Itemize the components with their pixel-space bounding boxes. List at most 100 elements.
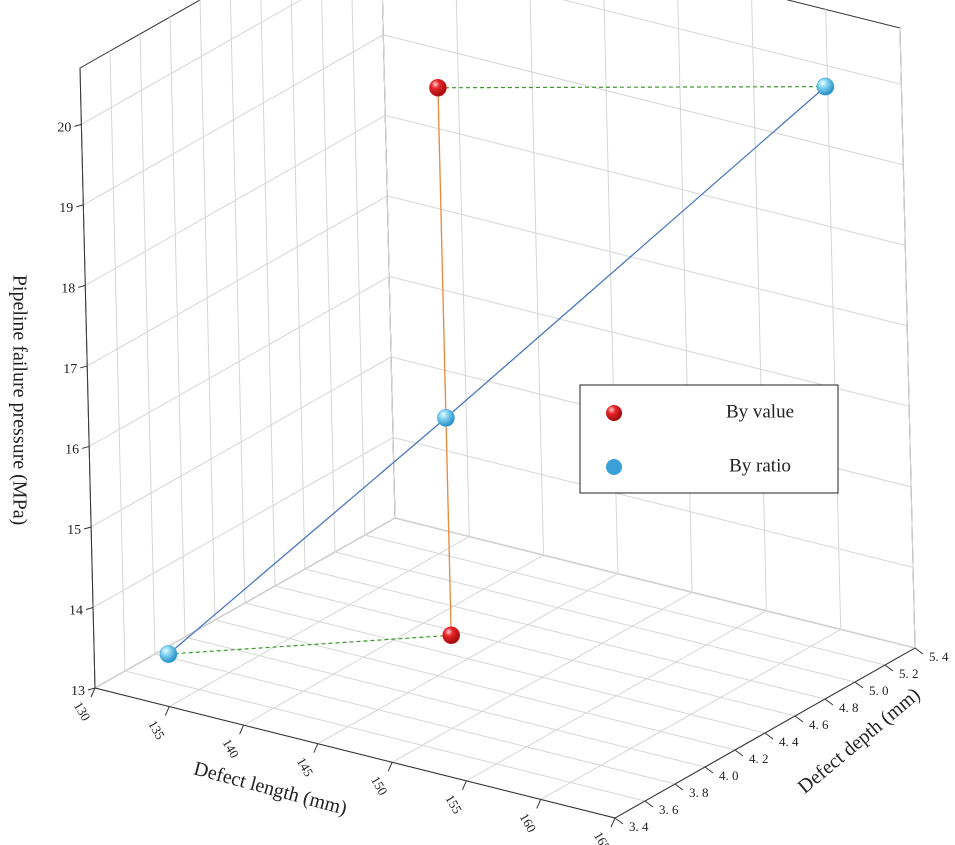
tick-mark: [536, 799, 542, 809]
y-tick-label: 3. 8: [689, 785, 709, 800]
z-tick-label: 19: [59, 201, 73, 216]
y-tick-label: 5. 4: [929, 649, 949, 664]
left-wall: [79, 0, 396, 689]
x-axis-title: Defect length (mm): [191, 758, 349, 820]
grid-line: [184, 636, 706, 768]
series-line: [437, 87, 452, 636]
legend: [579, 384, 839, 494]
x-tick-label: 160: [517, 810, 540, 834]
y-axis-title: Defect depth (mm): [794, 684, 925, 799]
grid-line: [274, 585, 796, 717]
tick-mark: [884, 664, 894, 672]
legend-label: By value: [726, 401, 794, 422]
grid-line: [109, 50, 126, 672]
grid-line: [304, 568, 826, 700]
grid-line: [455, 0, 470, 537]
tick-mark: [90, 687, 96, 698]
x-axis: [94, 687, 616, 819]
point: [429, 78, 447, 97]
grid-line: [351, 0, 366, 536]
x-tick-label: 135: [145, 718, 168, 742]
grid-line: [334, 551, 856, 683]
point: [816, 77, 835, 96]
grid-line: [139, 33, 156, 655]
grid-line: [394, 517, 916, 649]
y-tick-label: 5. 0: [869, 683, 889, 698]
tick-mark: [461, 780, 467, 791]
grid-line: [387, 195, 908, 327]
tick-mark: [614, 817, 624, 825]
x-tick-label: 150: [368, 773, 391, 797]
back-wall: [381, 0, 916, 649]
x-tick-label: 165: [591, 829, 614, 845]
grid-line: [154, 653, 676, 785]
grid-line: [90, 356, 392, 528]
legend-marker: [606, 459, 622, 475]
x-tick-label: 155: [442, 792, 465, 816]
tick-mark: [794, 715, 804, 723]
y-tick-label: 3. 4: [629, 819, 649, 834]
tick-mark: [854, 681, 864, 689]
grid-line: [86, 195, 388, 367]
y-tick-label: 4. 8: [839, 700, 859, 715]
grid-line: [899, 27, 916, 649]
tick-mark: [914, 647, 924, 655]
tick-mark: [764, 732, 774, 740]
connector: [437, 86, 826, 89]
grid-line: [88, 276, 390, 447]
tick-mark: [644, 800, 654, 808]
grid-line: [381, 0, 396, 519]
grid-line: [199, 0, 216, 621]
tick-mark: [74, 123, 82, 127]
tick-mark: [83, 526, 92, 530]
grid-line: [83, 34, 384, 206]
legend-marker: [606, 405, 622, 421]
z-axis-title: Pipeline failure pressure (MPa): [8, 275, 30, 525]
grid-line: [85, 114, 386, 286]
tick-mark: [824, 698, 834, 706]
z-tick-label: 18: [61, 282, 75, 297]
tick-mark: [76, 204, 84, 208]
point: [159, 645, 178, 663]
tick-mark: [164, 706, 170, 716]
grid-line: [260, 0, 276, 587]
grid-line: [169, 16, 186, 638]
marks: [159, 77, 835, 663]
y-tick-label: 4. 0: [719, 768, 739, 783]
legend-label: By ratio: [729, 455, 791, 476]
grid-line: [529, 0, 545, 556]
grid-line: [214, 619, 736, 751]
y-tick-label: 3. 6: [659, 802, 679, 817]
tick-mark: [704, 766, 714, 774]
grid-line: [561, 0, 902, 85]
z-tick-label: 14: [69, 604, 83, 619]
z-tick-label: 20: [57, 121, 71, 136]
tick-mark: [239, 724, 245, 735]
tick-mark: [674, 783, 684, 791]
grid-line: [383, 34, 904, 166]
tick-mark: [734, 749, 744, 757]
z-tick-label: 15: [67, 523, 81, 538]
grid-line: [385, 114, 906, 246]
grid-line: [751, 0, 767, 611]
tick-mark: [78, 284, 86, 288]
grid-line: [290, 0, 306, 570]
grid-line: [81, 0, 302, 125]
y-tick-label: 4. 2: [749, 751, 769, 766]
grid-line: [124, 670, 646, 802]
tick-mark: [610, 817, 616, 828]
y-tick-label: 4. 4: [779, 734, 799, 749]
tick-mark: [80, 365, 88, 369]
grid-line: [92, 437, 394, 608]
tick-mark: [387, 762, 393, 772]
grid-line: [244, 602, 766, 734]
point: [442, 626, 461, 645]
grid-line: [321, 0, 336, 553]
y-tick-label: 5. 2: [899, 666, 919, 681]
tick-mark: [87, 687, 96, 691]
grid-line: [392, 436, 914, 568]
x-tick-label: 130: [71, 699, 94, 723]
tick-mark: [82, 445, 90, 449]
tick-mark: [313, 743, 319, 753]
